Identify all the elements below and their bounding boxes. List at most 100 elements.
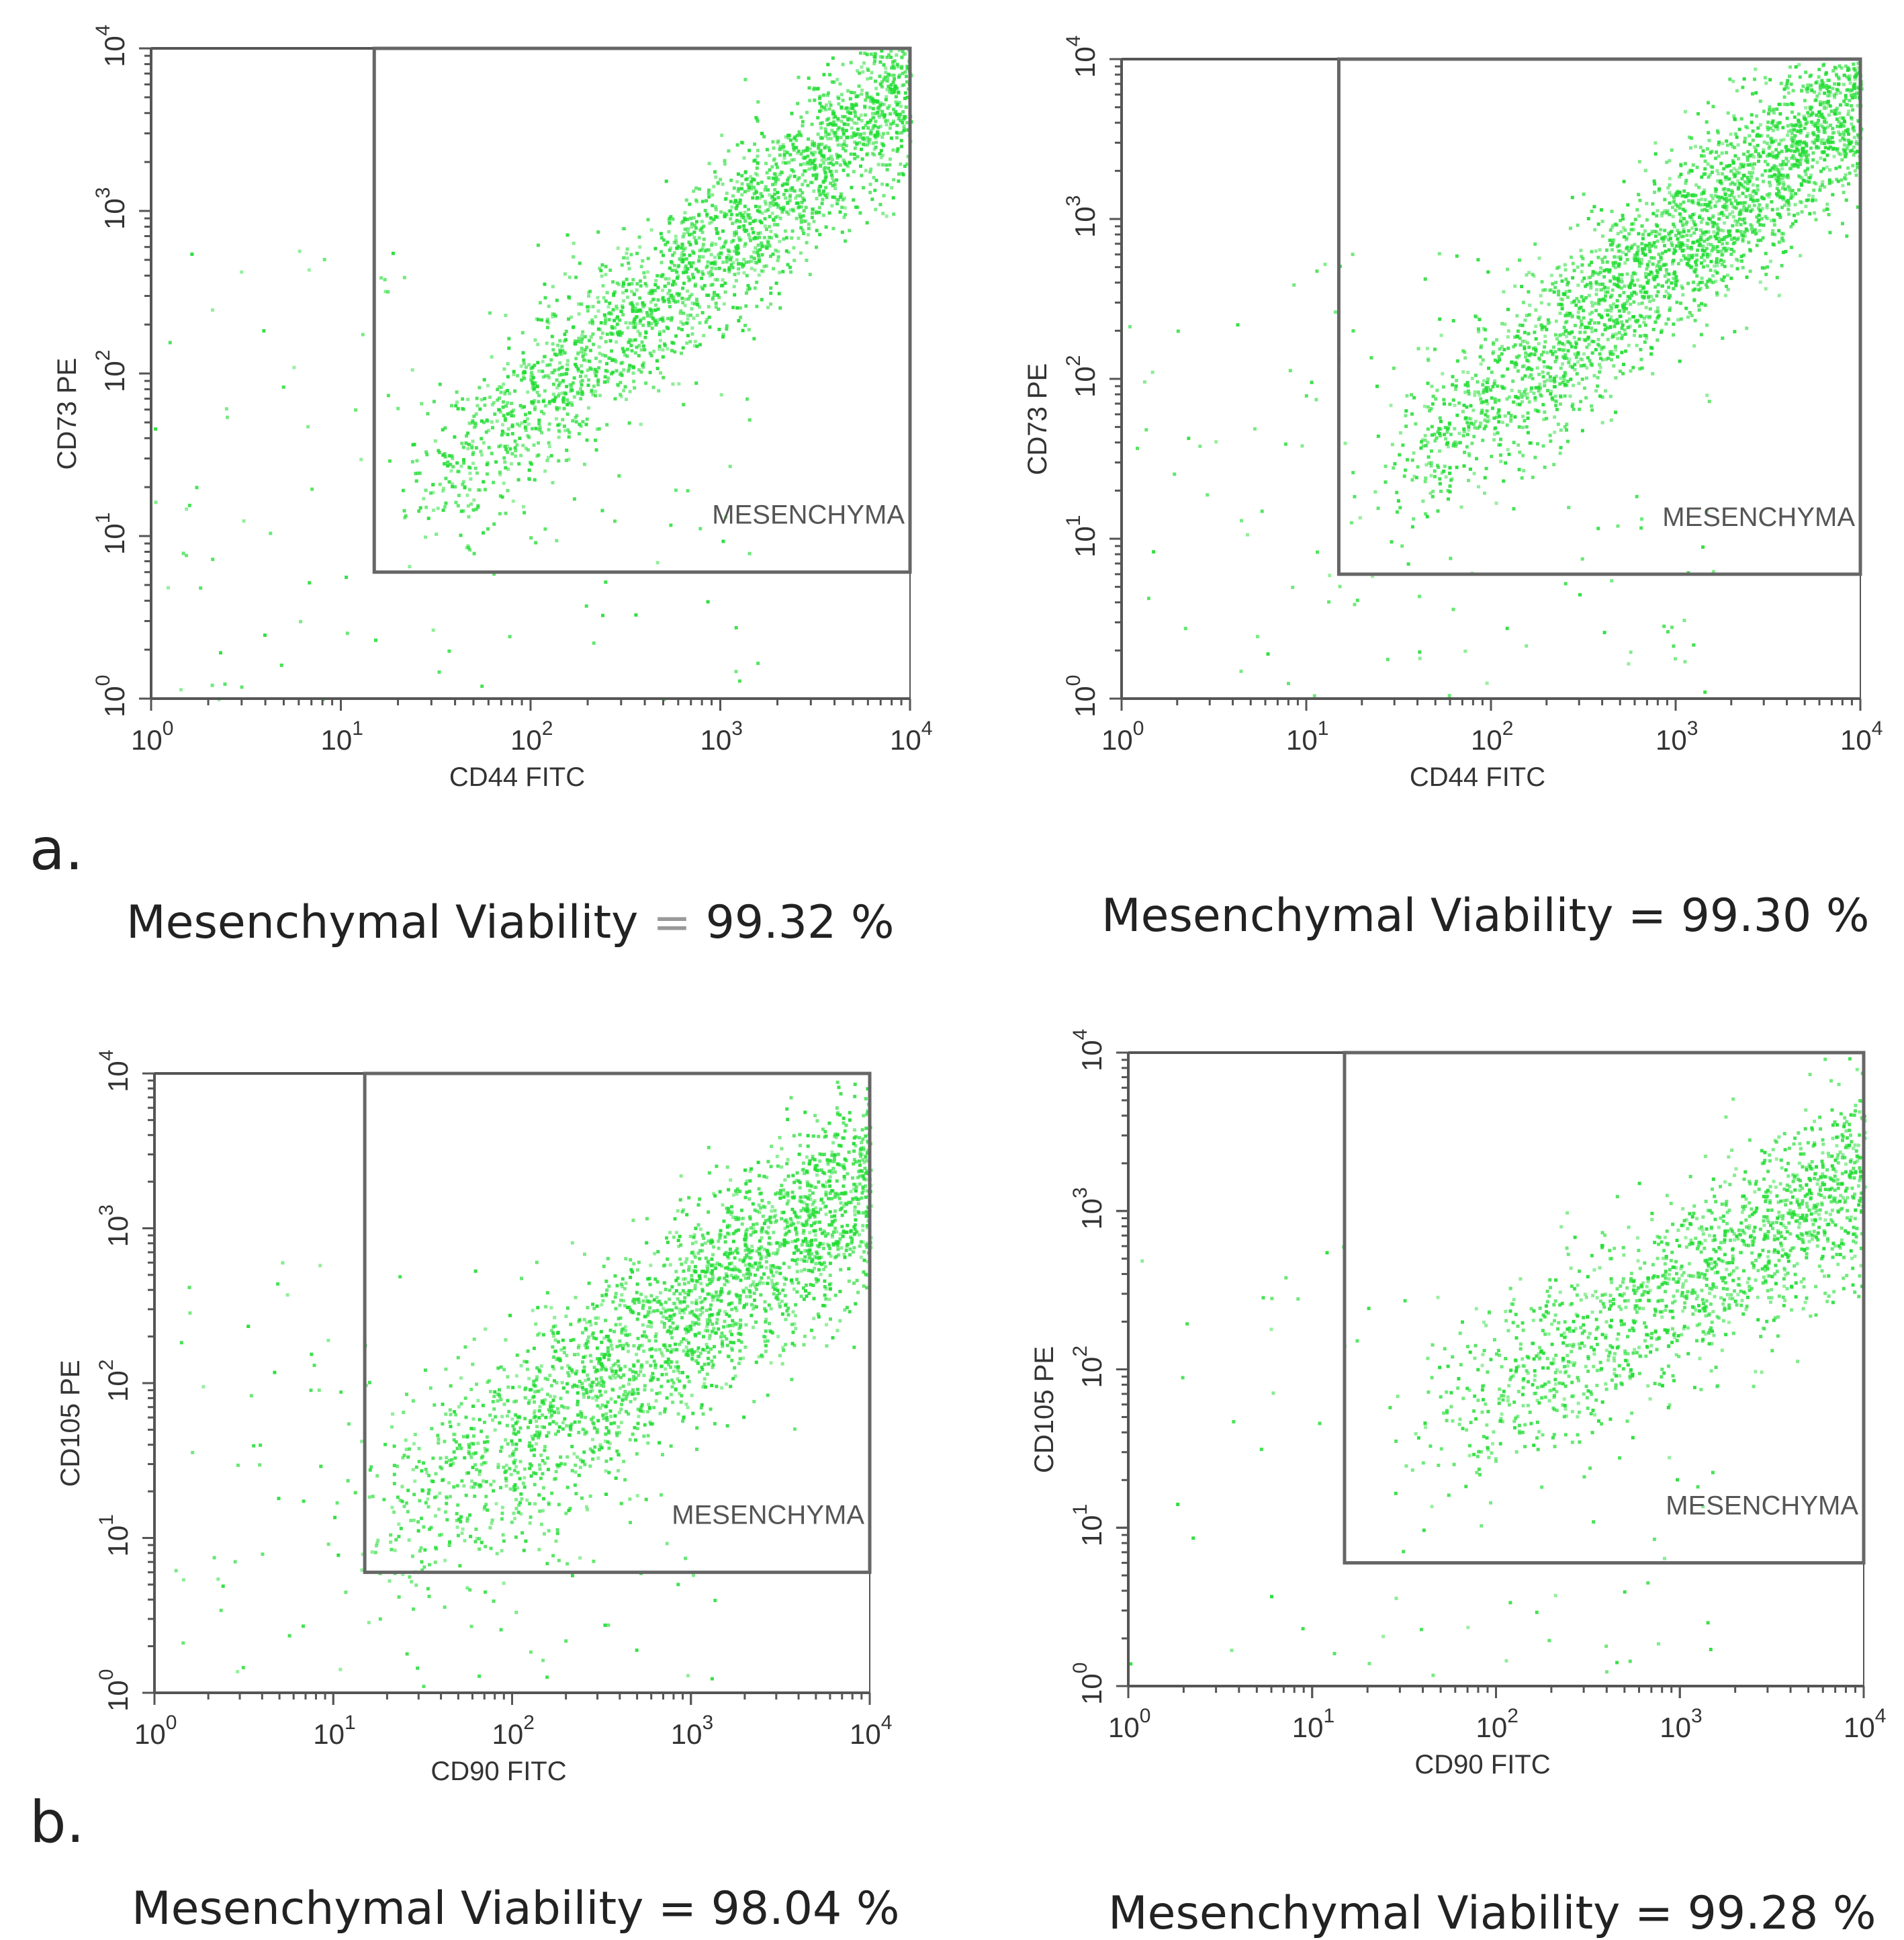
event-dot [1806, 83, 1809, 87]
event-dot [1559, 377, 1562, 380]
event-dot [558, 361, 561, 365]
event-dot [864, 99, 867, 102]
event-dot [1576, 224, 1580, 227]
event-dot [1686, 281, 1690, 285]
event-dot [1777, 229, 1780, 232]
event-dot [725, 324, 729, 328]
event-dot [690, 302, 694, 305]
event-dot [1471, 408, 1475, 412]
event-dot [588, 339, 591, 342]
event-dot [506, 451, 509, 454]
event-dot [224, 682, 227, 686]
event-dot [1758, 134, 1762, 138]
event-dot [880, 136, 884, 139]
event-dot [1667, 285, 1670, 289]
event-dot [1762, 197, 1766, 200]
event-dot [1743, 77, 1746, 81]
event-dot [1557, 423, 1560, 426]
event-dot [575, 365, 578, 368]
event-dot [1668, 191, 1671, 194]
event-dot [846, 89, 850, 93]
event-dot [1697, 288, 1701, 292]
event-dot [1482, 359, 1485, 362]
event-dot [543, 398, 546, 402]
event-dot [684, 298, 688, 301]
event-dot [1214, 440, 1218, 443]
event-dot [1435, 437, 1439, 440]
event-dot [469, 502, 473, 506]
event-dot [1842, 191, 1846, 194]
event-dot [639, 332, 642, 335]
event-dot [1633, 329, 1637, 333]
event-dot [841, 230, 844, 234]
event-dot [1724, 175, 1727, 179]
event-dot [749, 239, 752, 242]
event-dot [1759, 99, 1762, 103]
event-dot [672, 299, 676, 302]
event-dot [1623, 180, 1626, 183]
event-dot [1653, 320, 1657, 324]
y-tick-label: 102 [92, 350, 130, 392]
event-dot [1562, 348, 1566, 351]
event-dot [889, 157, 892, 161]
event-dot [1809, 146, 1813, 150]
event-dot [1579, 326, 1582, 329]
event-dot [842, 169, 846, 172]
event-dot [881, 163, 885, 167]
event-dot [1568, 312, 1572, 315]
event-dot [1449, 557, 1452, 560]
event-dot [574, 416, 577, 419]
event-dot [654, 304, 658, 307]
event-dot [747, 284, 750, 288]
event-dot [862, 61, 866, 64]
event-dot [513, 390, 516, 393]
event-dot [751, 196, 754, 200]
event-dot [1741, 165, 1745, 169]
event-dot [1790, 111, 1794, 114]
event-dot [586, 309, 590, 312]
event-dot [607, 312, 610, 315]
event-dot [1734, 132, 1737, 136]
event-dot [537, 453, 540, 457]
event-dot [878, 203, 882, 206]
event-dot [1767, 112, 1770, 116]
event-dot [782, 237, 785, 240]
event-dot [1781, 126, 1784, 130]
event-dot [587, 378, 590, 382]
event-dot [688, 261, 691, 265]
event-dot [1825, 121, 1828, 124]
event-dot [568, 458, 571, 461]
event-dot [1657, 283, 1660, 286]
event-dot [1473, 472, 1476, 475]
event-dot [891, 148, 895, 152]
event-dot [1721, 142, 1724, 145]
event-dot [901, 110, 905, 114]
event-dot [757, 244, 760, 247]
event-dot [1634, 218, 1637, 221]
event-dot [686, 334, 690, 337]
event-dot [859, 52, 862, 55]
event-dot [528, 411, 531, 414]
event-dot [1638, 367, 1641, 371]
event-dot [471, 461, 475, 465]
event-dot [621, 304, 624, 308]
event-dot [1639, 527, 1643, 530]
event-dot [1492, 341, 1495, 345]
event-dot [441, 489, 445, 492]
event-dot [822, 214, 825, 217]
event-dot [1726, 144, 1729, 147]
event-dot [568, 431, 571, 434]
event-dot [812, 88, 815, 91]
event-dot [1768, 146, 1771, 150]
event-dot [631, 310, 634, 313]
event-dot [269, 532, 272, 535]
event-dot [1796, 212, 1799, 216]
event-dot [1611, 294, 1614, 297]
event-dot [556, 423, 559, 427]
event-dot [386, 290, 390, 294]
event-dot [558, 349, 561, 352]
event-dot [764, 188, 767, 191]
event-dot [1833, 82, 1836, 85]
event-dot [750, 267, 754, 270]
event-dot [638, 236, 641, 239]
